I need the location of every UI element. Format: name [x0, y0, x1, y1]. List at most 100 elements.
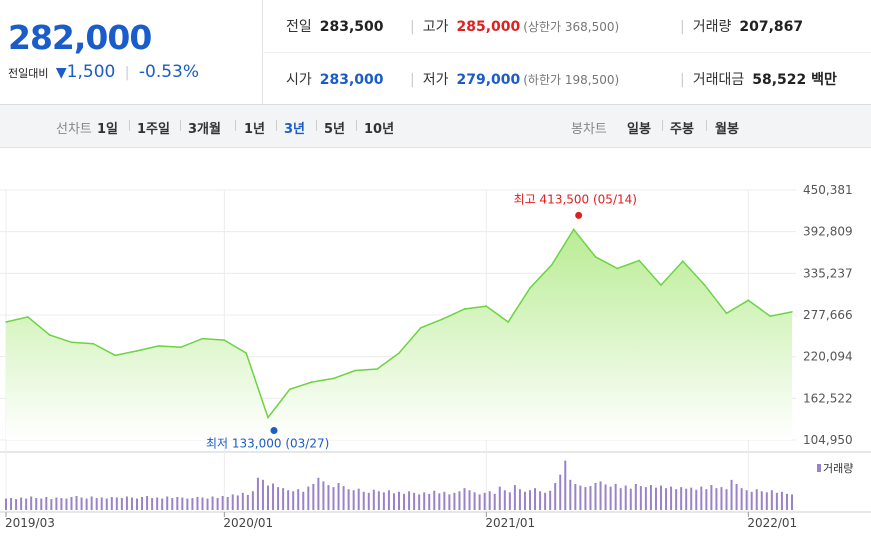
- data-point: [791, 311, 793, 313]
- data-point: [136, 350, 138, 352]
- volume-bar: [85, 498, 88, 510]
- tab-3m[interactable]: 3개월: [188, 122, 221, 137]
- volume-bar: [100, 497, 103, 510]
- x-tick-label: 2021/01: [485, 516, 535, 530]
- max-annotation: 최고 413,500 (05/14): [514, 192, 637, 206]
- tab-1y[interactable]: 1년: [244, 122, 266, 137]
- volume-bar: [574, 484, 577, 510]
- volume-bar: [20, 497, 23, 510]
- volume-bar: [151, 498, 154, 510]
- y-tick-label: 277,666: [803, 308, 853, 322]
- prev-label: 전일: [286, 19, 312, 35]
- volume-bar: [241, 492, 244, 510]
- volume-bar: [559, 474, 562, 510]
- data-point: [572, 228, 575, 231]
- volume-bar: [226, 497, 229, 510]
- volume-bar: [443, 491, 446, 510]
- volume-bar: [50, 499, 53, 510]
- volume-bar: [433, 490, 436, 510]
- volume-bar: [584, 487, 587, 510]
- volume-bar: [60, 498, 63, 510]
- volume-bar: [413, 492, 416, 510]
- tab-5y[interactable]: 5년: [324, 122, 346, 137]
- data-point: [114, 354, 116, 357]
- data-point: [594, 256, 597, 258]
- data-point: [769, 315, 771, 318]
- open-price: 시가 283,000: [286, 69, 384, 89]
- volume-bar: [418, 494, 421, 510]
- volume-bar: [171, 498, 174, 510]
- x-tick-label: 2020/01: [223, 516, 273, 530]
- volume-bar: [302, 491, 305, 510]
- volume-bar: [105, 498, 108, 510]
- volume-bar: [660, 485, 662, 510]
- tab-daily[interactable]: 일봉: [627, 122, 651, 137]
- volume-bar: [130, 497, 133, 510]
- data-point: [616, 267, 619, 270]
- price-box: 282,000 전일대비 ▼1,500 | -0.53%: [0, 0, 263, 104]
- data-point: [376, 368, 378, 370]
- tab-weekly[interactable]: 주봉: [670, 122, 694, 137]
- high-label: 고가: [422, 19, 449, 35]
- volume-bar: [352, 490, 355, 510]
- tab-1d[interactable]: 1일: [97, 122, 119, 137]
- volume-bar: [539, 491, 542, 510]
- volume-bar: [277, 487, 280, 510]
- volume-bar: [690, 487, 693, 510]
- volume-bar: [745, 490, 748, 510]
- data-point: [354, 369, 357, 372]
- volume-bar: [791, 494, 793, 510]
- tab-3y[interactable]: 3년: [284, 122, 306, 137]
- volume-bar: [680, 487, 683, 510]
- chart-tabs: 선차트 1일 1주일 3개월 1년 3년 5년 10년 봉차트 일봉 주봉 월봉: [0, 105, 871, 148]
- volume-bar: [493, 493, 496, 510]
- volume-bar: [80, 497, 83, 510]
- volume-bar: [387, 490, 390, 510]
- volume-bar: [251, 491, 254, 510]
- y-tick-label: 335,237: [803, 266, 853, 280]
- tab-10y[interactable]: 10년: [364, 122, 395, 137]
- volume-bar: [125, 496, 128, 510]
- volume-bar: [347, 489, 350, 510]
- volume-bar: [775, 492, 778, 510]
- volume-bar: [201, 497, 204, 510]
- data-point: [420, 326, 422, 329]
- y-tick-label: 220,094: [803, 350, 853, 364]
- high-value: 285,000: [456, 19, 521, 35]
- volume-bar: [780, 491, 783, 510]
- volume-bar: [508, 492, 511, 510]
- volume-bar: [186, 498, 189, 510]
- volume-bar: [297, 489, 300, 510]
- volume-label: 거래량: [692, 19, 732, 35]
- data-point: [507, 321, 509, 323]
- volume-bar: [176, 497, 179, 510]
- volume-bar: [120, 498, 123, 510]
- volume-legend-swatch: [817, 464, 821, 472]
- volume-bar: [15, 499, 18, 510]
- data-point: [703, 284, 706, 286]
- volume-bar: [448, 494, 451, 510]
- y-tick-label: 162,522: [803, 391, 853, 405]
- volume-bar: [589, 486, 592, 510]
- data-point: [92, 342, 95, 345]
- volume-bar: [282, 488, 285, 510]
- data-point: [289, 388, 291, 391]
- volume-bar: [95, 498, 98, 510]
- low-value: 279,000: [456, 72, 521, 88]
- volume-bar: [473, 492, 476, 510]
- volume-bar: [211, 496, 214, 510]
- volume-bar: [629, 488, 632, 510]
- tab-monthly[interactable]: 월봉: [715, 122, 739, 137]
- min-marker: [270, 427, 278, 435]
- volume-bar: [518, 489, 521, 510]
- volume-bar: [75, 495, 78, 510]
- data-point: [310, 381, 313, 383]
- max-marker: [575, 211, 583, 219]
- data-point: [682, 260, 684, 263]
- volume-bar: [357, 488, 360, 510]
- volume-bar: [453, 492, 456, 510]
- tab-1w[interactable]: 1주일: [137, 122, 170, 137]
- volume-bar: [362, 491, 365, 510]
- volume-bar: [665, 488, 668, 510]
- volume-bar: [65, 498, 68, 510]
